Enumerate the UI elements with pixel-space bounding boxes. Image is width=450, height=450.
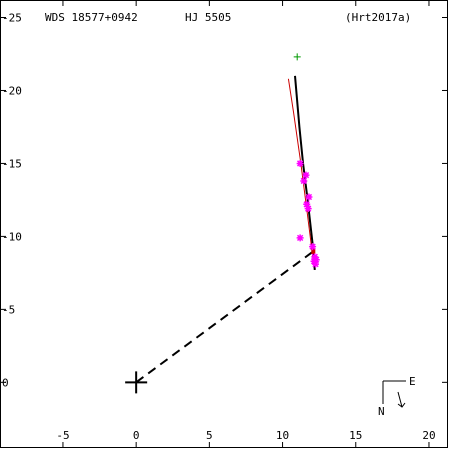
x-tick-label: 20: [422, 429, 435, 442]
y-tick-label: -25: [2, 12, 22, 25]
direction-north-label: N: [378, 405, 385, 418]
y-tick-label: -20: [2, 84, 22, 97]
primary-star-mark: [125, 371, 148, 394]
y-axis-ticks: 0 -5 -10 -15 -20 -25: [0, 12, 448, 389]
observation-point: [296, 234, 304, 242]
y-tick-label: -15: [2, 157, 22, 170]
predicted-position-mark: [293, 53, 301, 61]
direction-east-label: E: [409, 375, 416, 388]
observation-point: [303, 200, 311, 208]
observation-point: [304, 205, 312, 213]
observation-point: [312, 260, 320, 268]
y-tick-label: 0: [2, 376, 9, 389]
x-tick-label: -5: [56, 429, 69, 442]
observation-point: [309, 243, 317, 251]
motion-arrow-icon: [397, 391, 406, 408]
residual-mark: [311, 247, 316, 254]
x-tick-label: 10: [276, 429, 289, 442]
observation-point: [312, 256, 320, 264]
periastron-dashed-line: [135, 251, 313, 384]
wds-id-label: WDS 18577+0942: [45, 11, 138, 24]
observation-point: [296, 159, 304, 167]
observation-point: [305, 193, 313, 201]
y-tick-label: -10: [2, 230, 22, 243]
observation-point: [311, 253, 319, 261]
chart-series: [125, 53, 320, 394]
x-tick-label: 5: [206, 429, 213, 442]
x-axis-ticks: -5 0 5 10 15 20: [56, 0, 436, 448]
discoverer-label: HJ 5505: [185, 11, 231, 24]
reference-label: (Hrt2017a): [345, 11, 411, 24]
x-tick-label: 15: [349, 429, 362, 442]
direction-indicator: E N: [378, 375, 416, 418]
y-tick-label: -5: [2, 303, 15, 316]
x-tick-label: 0: [133, 429, 140, 442]
observation-point: [300, 177, 308, 185]
observation-point: [302, 171, 310, 179]
